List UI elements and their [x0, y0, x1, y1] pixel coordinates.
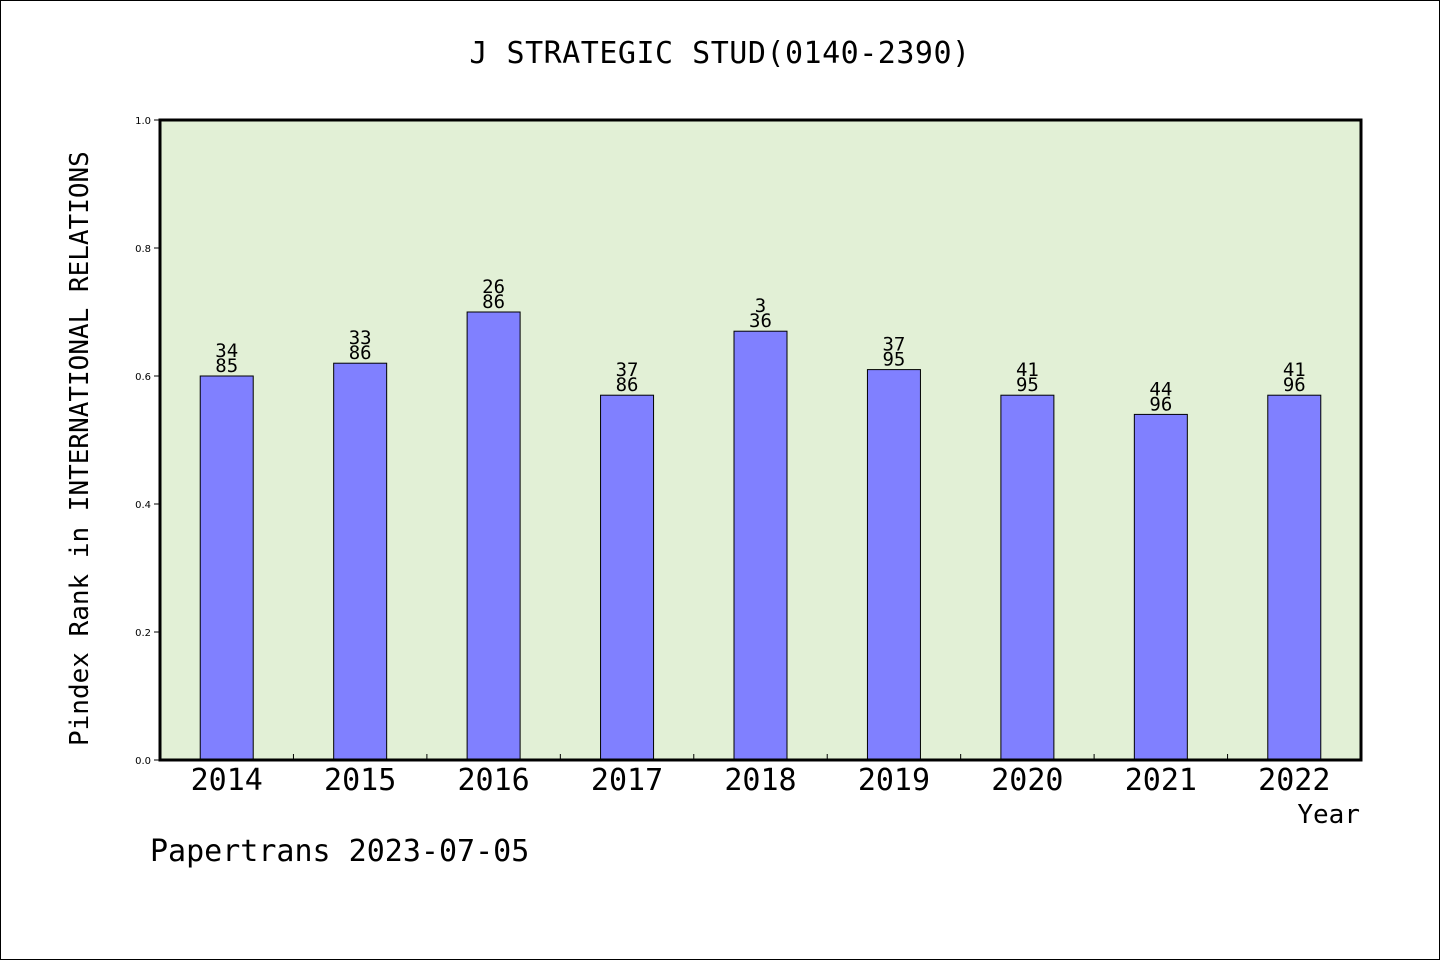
bars-group	[199, 311, 1322, 761]
y-tick-label-0.4: 0.4	[135, 500, 151, 511]
bar-label-bottom-2015: 86	[349, 342, 372, 364]
chart-title: J STRATEGIC STUD(0140-2390)	[469, 36, 971, 71]
bar-label-bottom-2022: 96	[1283, 374, 1306, 396]
bar-2019	[866, 369, 921, 761]
bar-label-top-2017: 37	[616, 359, 639, 381]
x-ticks-group: 2014 2015 2016 2017 2018 2019 2020 2021 2022	[191, 754, 1330, 798]
bar-label-top-2021: 44	[1149, 378, 1172, 400]
bar-label-top-2016: 26	[482, 276, 505, 298]
bar-2016	[466, 311, 521, 761]
bar-label-top-2015: 33	[349, 327, 372, 349]
x-axis-title: Year	[1297, 800, 1360, 830]
x-tick-label-2017: 2017	[591, 763, 663, 798]
x-tick-label-2022: 2022	[1258, 763, 1330, 798]
x-tick-label-2018: 2018	[724, 763, 796, 798]
bar-label-bottom-2020: 95	[1016, 374, 1039, 396]
x-tick-label-2020: 2020	[991, 763, 1063, 798]
bar-label-top-2014: 34	[215, 340, 238, 362]
x-tick-label-2016: 2016	[457, 763, 529, 798]
bar-label-bottom-2021: 96	[1149, 393, 1172, 415]
footer-note: Papertrans 2023-07-05	[150, 834, 530, 869]
y-tick-label-0.0: 0.0	[135, 756, 151, 767]
bar-2020	[1000, 394, 1055, 761]
bar-label-top-2022: 41	[1283, 359, 1306, 381]
bar-2017	[600, 394, 655, 761]
bar-label-top-2018: 3	[755, 295, 766, 317]
x-tick-label-2019: 2019	[858, 763, 930, 798]
y-tick-label-0.8: 0.8	[135, 244, 151, 255]
bar-2015	[333, 362, 388, 761]
y-tick-label-0.6: 0.6	[135, 372, 151, 383]
x-tick-label-2021: 2021	[1125, 763, 1197, 798]
bar-label-bottom-2019: 95	[882, 349, 905, 371]
bar-label-bottom-2016: 86	[482, 291, 505, 313]
bar-label-bottom-2018: 36	[749, 310, 772, 332]
y-axis-title: Pindex Rank in INTERNATIONAL RELATIONS	[65, 151, 95, 746]
bar-label-top-2020: 41	[1016, 359, 1039, 381]
bar-2014	[199, 375, 254, 761]
bar-label-top-2019: 37	[882, 334, 905, 356]
y-tick-label-1.0: 1.0	[135, 116, 151, 127]
bar-2022	[1267, 394, 1322, 761]
y-tick-label-0.2: 0.2	[135, 628, 151, 639]
x-tick-label-2014: 2014	[191, 763, 263, 798]
plot-border	[158, 118, 1363, 762]
x-tick-label-2015: 2015	[324, 763, 396, 798]
y-ticks-group: 0.0 0.2 0.4 0.6 0.8 1.0	[135, 116, 160, 767]
bar-2021	[1133, 413, 1188, 761]
bar-label-bottom-2017: 86	[616, 374, 639, 396]
bar-2018	[733, 330, 788, 761]
bar-label-bottom-2014: 85	[215, 355, 238, 377]
